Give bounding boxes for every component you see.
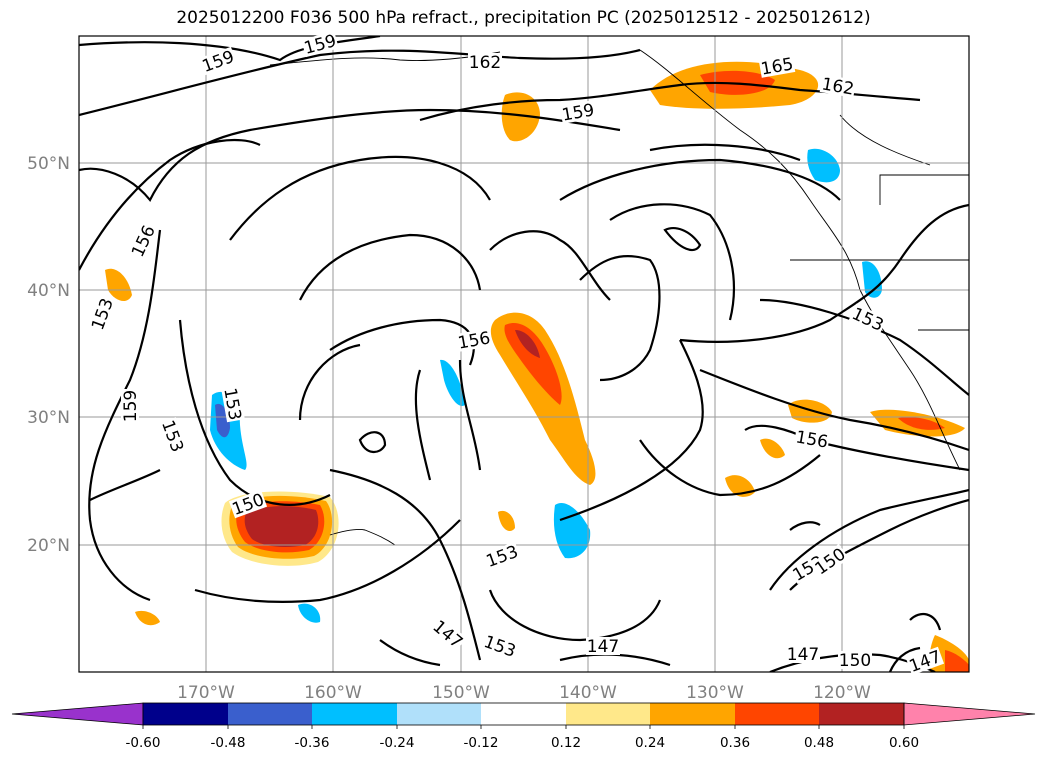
map-title: 2025012200 F036 500 hPa refract., precip… <box>176 8 871 28</box>
longitude-tick-label: 140°W <box>559 683 617 703</box>
precip-neg <box>298 603 321 623</box>
contour-label-bg <box>468 53 502 71</box>
colorbar-extend-min <box>11 702 144 726</box>
colorbar-segment <box>228 703 312 725</box>
colorbar-tick-label: 0.36 <box>720 735 750 751</box>
contour-label-bg <box>586 637 620 655</box>
colorbar-tick-label: 0.24 <box>635 735 665 751</box>
precip-blob <box>105 268 132 302</box>
colorbar-segment <box>143 703 228 725</box>
longitude-tick-label: 120°W <box>813 683 871 703</box>
colorbar-tick-label: -0.36 <box>295 735 330 751</box>
colorbar-segment <box>566 703 650 725</box>
precip-blob <box>135 610 160 626</box>
precip-neg <box>807 148 840 183</box>
contour-label-bg <box>480 631 520 661</box>
contour-label-bg <box>221 385 245 423</box>
colorbar-tick-label: 0.12 <box>551 735 581 751</box>
colorbar-tick-label: 0.48 <box>804 735 834 751</box>
contour-label-bg <box>758 54 796 78</box>
contour-label: 162 <box>469 53 501 73</box>
precip-neg <box>553 502 591 559</box>
contour-label-bg <box>905 646 945 676</box>
colorbar <box>11 702 1036 726</box>
colorbar-segment <box>819 703 904 725</box>
contour-label-bg <box>429 616 467 652</box>
colorbar-segment <box>312 703 397 725</box>
colorbar-tick-label: -0.12 <box>464 735 499 751</box>
contour-label-bg <box>786 645 820 663</box>
contour-label-bg <box>793 427 831 451</box>
precip-band <box>504 322 562 405</box>
precip-blob <box>501 92 540 142</box>
colorbar-segment <box>650 703 735 725</box>
contour-label-bg <box>455 328 493 352</box>
colorbar-segment <box>735 703 819 725</box>
contour-label: 150 <box>839 651 871 671</box>
contour-label-bg <box>198 46 238 76</box>
precip-band <box>515 330 540 358</box>
precip-blob <box>945 650 969 672</box>
latitude-tick-label: 50°N <box>27 154 70 174</box>
contour-label-bg <box>819 74 857 98</box>
contour-label-bg <box>482 541 522 571</box>
contour-label: 147 <box>787 645 819 665</box>
contour-label-bg <box>559 100 597 124</box>
colorbar-tick-label: 0.60 <box>889 735 919 751</box>
latitude-tick-label: 20°N <box>27 536 70 556</box>
longitude-tick-label: 130°W <box>686 683 744 703</box>
longitude-tick-label: 150°W <box>432 683 490 703</box>
colorbar-segment <box>397 703 481 725</box>
colorbar-extend-max <box>903 702 1036 726</box>
latitude-tick-label: 40°N <box>27 281 70 301</box>
contour-label: 147 <box>587 637 619 657</box>
contour-label-bg <box>810 543 850 579</box>
precip-blob <box>898 417 945 430</box>
longitude-tick-label: 170°W <box>177 683 235 703</box>
colorbar-tick-label: -0.60 <box>126 735 161 751</box>
precip-neg <box>440 359 465 406</box>
contour-label-bg <box>848 303 888 335</box>
precip-blob <box>760 438 785 459</box>
colorbar-tick-label: -0.48 <box>211 735 246 751</box>
colorbar-ticks: -0.60 -0.48 -0.36 -0.24 -0.12 0.12 0.24 0.36 0.4… <box>126 725 919 751</box>
latitude-tick-label: 30°N <box>27 408 70 428</box>
precip-blob <box>244 506 319 547</box>
contour-label-bg <box>158 416 188 456</box>
contour-label-bg <box>301 30 339 58</box>
contour-label-bg <box>87 294 117 334</box>
latitude-ticks: 50°N 40°N 30°N 20°N <box>27 154 70 556</box>
contour-label-bg <box>127 221 159 261</box>
colorbar-outline <box>142 702 905 726</box>
coastlines <box>269 49 969 546</box>
colorbar-segment <box>481 703 566 725</box>
longitude-tick-label: 160°W <box>304 683 362 703</box>
colorbar-tick-label: -0.24 <box>380 735 415 751</box>
precip-band <box>490 312 596 485</box>
precip-neg <box>862 261 882 298</box>
contour-label-bg <box>228 489 268 519</box>
map-frame <box>78 35 970 673</box>
contour-label-bg <box>121 389 139 423</box>
longitude-ticks: 170°W 160°W 150°W 140°W 130°W 120°W <box>177 683 871 703</box>
contour-label-bg <box>838 651 872 669</box>
contour-label: 159 <box>121 390 141 422</box>
precip-blob <box>498 510 515 532</box>
